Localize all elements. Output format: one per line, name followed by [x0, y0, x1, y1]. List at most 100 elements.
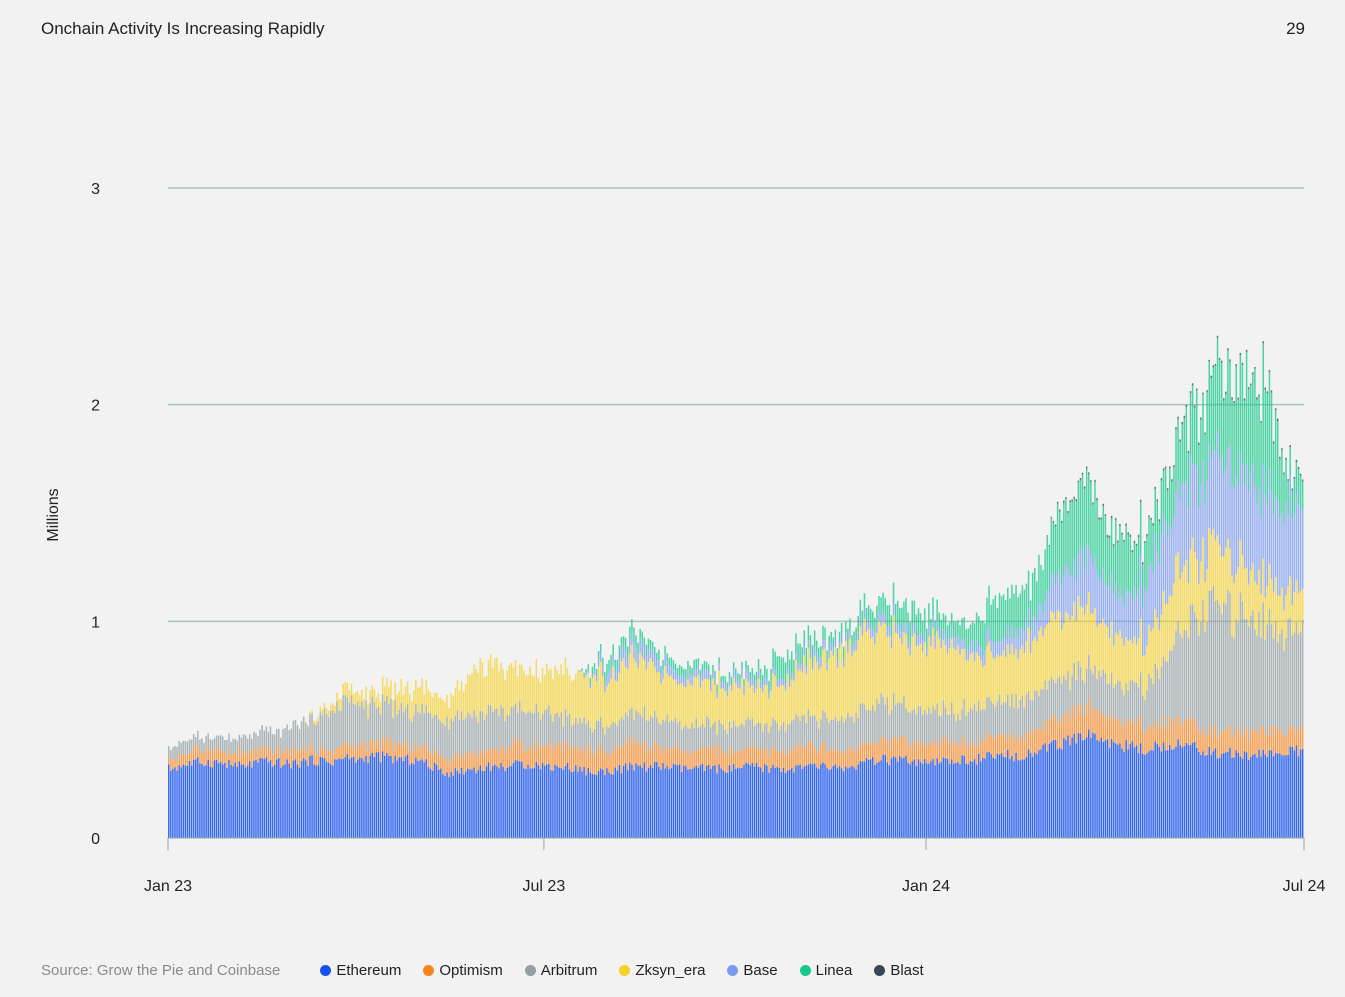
bar-segment-linea [1021, 585, 1024, 628]
bar-segment-arbitrum [886, 697, 889, 740]
bar-segment-linea [703, 660, 706, 669]
bar-segment-zksyn_era [917, 645, 920, 706]
bar-segment-base [1281, 512, 1283, 588]
bar-segment-ethereum [757, 766, 760, 838]
bar-segment-arbitrum [427, 712, 430, 752]
bar-segment-zksyn_era [1002, 650, 1005, 703]
bar-segment-optimism [768, 756, 770, 773]
bar-segment-base [701, 672, 704, 681]
bar-segment-blast [1056, 501, 1059, 504]
bar-segment-zksyn_era [1196, 559, 1198, 619]
bar-segment-base [703, 668, 706, 679]
bar-segment-arbitrum [219, 735, 222, 751]
bar-segment-base [1019, 628, 1021, 650]
bar-segment-blast [1185, 404, 1188, 408]
bar-segment-zksyn_era [734, 683, 737, 727]
bar-segment-base [1002, 637, 1005, 651]
bar-segment-linea [865, 607, 868, 623]
bar-segment-ethereum [500, 762, 502, 838]
bar-segment-arbitrum [471, 717, 473, 753]
bar-segment-ethereum [672, 763, 675, 838]
bar-segment-blast [1252, 372, 1254, 375]
bar-segment-arbitrum [1247, 626, 1250, 741]
bar-segment-arbitrum [840, 716, 843, 752]
bar-segment-arbitrum [1069, 689, 1071, 721]
bar-segment-optimism [282, 751, 284, 766]
bar-segment-zksyn_era [1044, 628, 1046, 681]
bar-segment-ethereum [1067, 735, 1069, 838]
bar-segment-base [1229, 444, 1231, 549]
bar-segment-ethereum [599, 768, 602, 838]
bar-segment-zksyn_era [930, 646, 932, 714]
bar-segment-base [1056, 573, 1059, 611]
bar-segment-arbitrum [664, 721, 666, 751]
legend-label: Ethereum [336, 962, 402, 979]
bar-segment-arbitrum [996, 701, 999, 735]
bar-segment-linea [857, 616, 859, 633]
bar-segment-arbitrum [178, 741, 180, 755]
bar-segment-linea [903, 601, 905, 623]
bar-segment-arbitrum [280, 737, 282, 758]
bar-segment-ethereum [1266, 756, 1269, 838]
bar-segment-base [1202, 460, 1204, 538]
bar-segment-ethereum [1117, 744, 1119, 838]
bar-segment-ethereum [1042, 744, 1044, 838]
bar-segment-zksyn_era [720, 688, 722, 724]
bar-segment-linea [834, 629, 837, 640]
bar-segment-optimism [1000, 734, 1003, 754]
bar-segment-blast [1050, 516, 1053, 519]
bar-segment-linea [1169, 468, 1171, 525]
bar-segment-optimism [734, 752, 737, 769]
bar-segment-ethereum [982, 757, 984, 838]
bar-segment-base [820, 657, 822, 667]
bar-segment-blast [1264, 387, 1267, 390]
bar-segment-blast [1193, 405, 1196, 408]
bar-segment-arbitrum [292, 720, 295, 748]
bar-segment-zksyn_era [521, 664, 523, 711]
bar-segment-linea [905, 598, 907, 624]
bar-segment-zksyn_era [1160, 614, 1163, 667]
bar-segment-base [926, 647, 928, 657]
bar-segment-blast [1256, 397, 1258, 400]
bar-segment-ethereum [928, 763, 930, 838]
bar-segment-arbitrum [398, 710, 401, 744]
bar-segment-optimism [1214, 723, 1217, 749]
bar-segment-base [963, 639, 965, 650]
bar-segment-arbitrum [1164, 661, 1167, 726]
bar-segment-optimism [1067, 710, 1069, 736]
bar-segment-optimism [896, 740, 899, 762]
bar-segment-optimism [971, 746, 974, 762]
bar-segment-zksyn_era [813, 655, 816, 716]
bar-segment-blast [1291, 488, 1294, 491]
bar-segment-ethereum [323, 758, 326, 838]
bar-segment-optimism [599, 743, 602, 769]
bar-segment-ethereum [786, 770, 789, 838]
bar-segment-zksyn_era [356, 690, 359, 702]
bar-segment-linea [1256, 399, 1258, 504]
bar-segment-linea [581, 668, 583, 670]
bar-segment-ethereum [1247, 760, 1250, 838]
bar-segment-ethereum [1046, 751, 1048, 838]
bar-segment-base [643, 646, 646, 661]
bar-segment-zksyn_era [302, 716, 305, 717]
bar-segment-ethereum [1036, 754, 1038, 838]
bar-segment-ethereum [1160, 751, 1163, 838]
bar-segment-base [1029, 631, 1032, 654]
bar-segment-base [683, 677, 685, 687]
bar-segment-base [1133, 586, 1136, 637]
bar-segment-linea [626, 646, 629, 657]
bar-segment-optimism [415, 742, 417, 758]
bar-segment-ethereum [444, 776, 446, 838]
bar-segment-arbitrum [1289, 617, 1291, 724]
bar-segment-zksyn_era [944, 645, 947, 708]
bar-segment-arbitrum [265, 726, 268, 749]
bar-segment-ethereum [651, 767, 654, 838]
bar-segment-zksyn_era [1198, 583, 1200, 636]
bar-segment-optimism [863, 743, 866, 762]
bar-segment-optimism [836, 751, 839, 769]
bar-segment-base [591, 674, 594, 679]
bar-segment-arbitrum [647, 721, 650, 748]
bar-segment-ethereum [1144, 754, 1146, 838]
bar-segment-ethereum [294, 759, 297, 838]
bar-segment-ethereum [710, 768, 712, 838]
